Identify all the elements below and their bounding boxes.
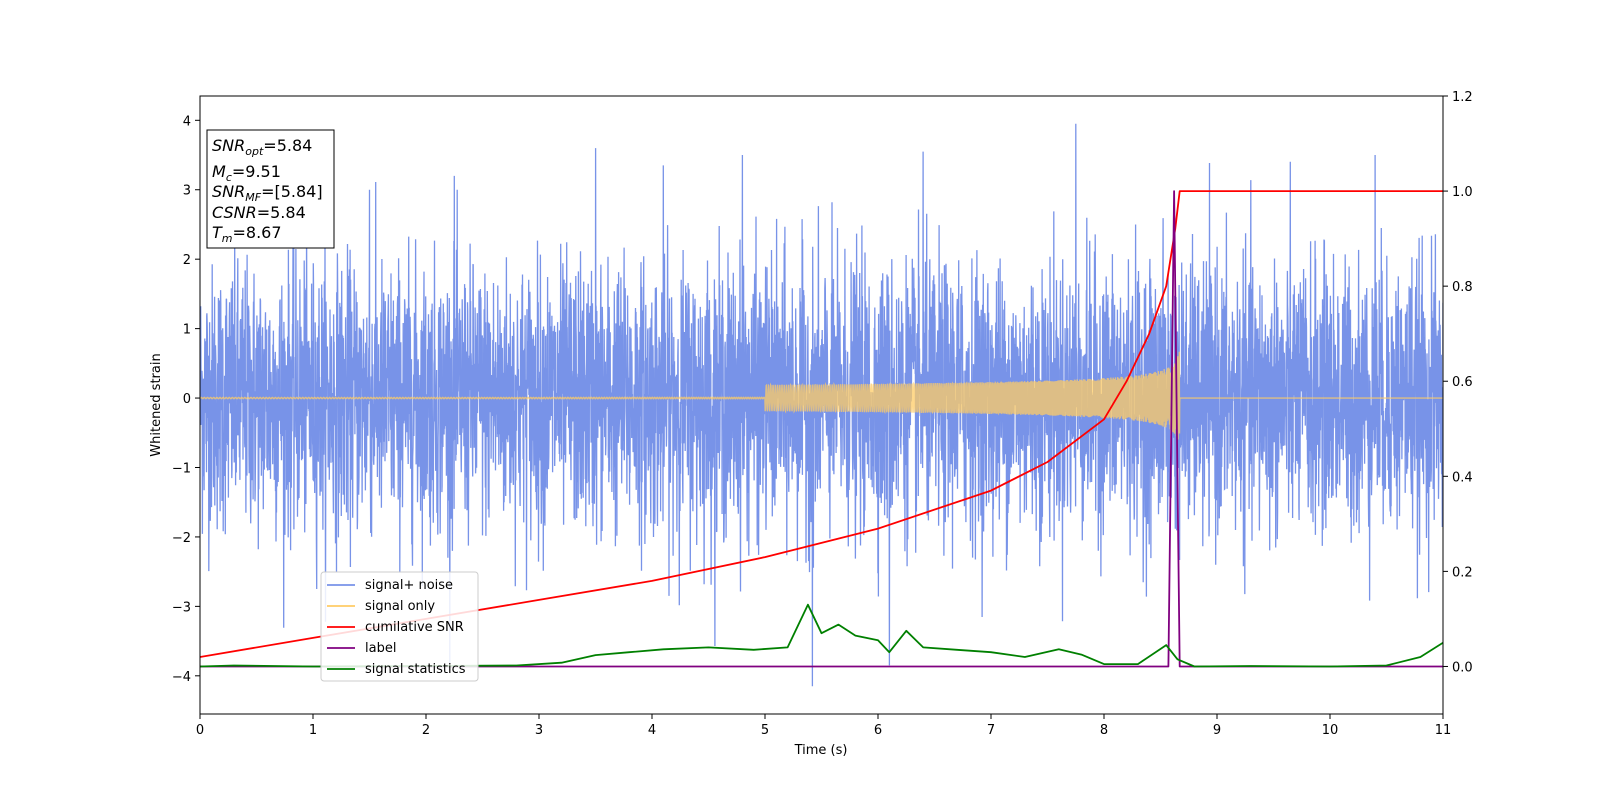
x-tick-label: 2 xyxy=(422,723,430,738)
x-tick-label: 3 xyxy=(535,723,543,738)
y-left-tick-label: 2 xyxy=(183,253,191,268)
x-tick-label: 10 xyxy=(1322,723,1339,738)
legend-label-signal-noise: signal+ noise xyxy=(365,578,453,593)
y-right-tick-label: 1.0 xyxy=(1452,185,1473,200)
legend-label-signal-statistics: signal statistics xyxy=(365,662,466,677)
plot-area xyxy=(200,123,1443,687)
x-tick-label: 11 xyxy=(1435,723,1452,738)
series-cumulative-snr-line xyxy=(200,190,1443,658)
y-axis-left: −4 −3 −2 −1 0 1 2 3 4 xyxy=(172,114,200,685)
legend-label-label: label xyxy=(365,641,396,656)
y-axis-label: Whitened strain xyxy=(149,353,164,456)
info-csnr: CSNR=5.84 xyxy=(212,203,306,222)
y-left-tick-label: −1 xyxy=(172,461,191,476)
series-signal-noise-line xyxy=(200,123,1443,687)
y-left-tick-label: 4 xyxy=(183,114,191,129)
series-signal-only xyxy=(200,351,1443,440)
y-right-tick-label: 0.6 xyxy=(1452,375,1473,390)
series-signal-statistics-line xyxy=(200,603,1443,668)
legend-label-signal-only: signal only xyxy=(365,599,435,614)
x-tick-label: 7 xyxy=(987,723,995,738)
x-tick-label: 8 xyxy=(1100,723,1108,738)
y-left-tick-label: 1 xyxy=(183,323,191,338)
series-signal-only-line xyxy=(200,351,1443,440)
x-tick-label: 1 xyxy=(309,723,317,738)
y-left-tick-label: −2 xyxy=(172,531,191,546)
y-left-tick-label: −3 xyxy=(172,600,191,615)
x-axis: 0 1 2 3 4 5 6 7 8 9 10 11 xyxy=(196,714,1451,738)
info-snr-mf: SNRMF=[5.84] xyxy=(212,182,323,204)
plot-frame xyxy=(199,95,1444,715)
x-tick-label: 4 xyxy=(648,723,656,738)
series-cumulative-snr xyxy=(200,190,1443,658)
x-tick-label: 9 xyxy=(1213,723,1221,738)
y-right-tick-label: 0.8 xyxy=(1452,280,1473,295)
x-tick-label: 6 xyxy=(874,723,882,738)
y-left-tick-label: −4 xyxy=(172,670,191,685)
info-snr-opt: SNRopt=5.84 xyxy=(212,136,312,158)
y-right-tick-label: 1.2 xyxy=(1452,90,1473,105)
y-left-tick-label: 3 xyxy=(183,184,191,199)
info-box: SNRopt=5.84 Mc=9.51 SNRMF=[5.84] CSNR=5.… xyxy=(206,129,335,249)
x-axis-label: Time (s) xyxy=(794,743,848,758)
y-left-tick-label: 0 xyxy=(183,392,191,407)
legend-label-cumulative-snr: cumilative SNR xyxy=(365,620,464,635)
series-signal-statistics xyxy=(200,603,1443,668)
x-tick-label: 5 xyxy=(761,723,769,738)
series-signal-noise xyxy=(200,123,1443,687)
y-right-tick-label: 0.0 xyxy=(1452,660,1473,675)
y-axis-right: 0.0 0.2 0.4 0.6 0.8 1.0 1.2 xyxy=(1443,90,1473,675)
x-tick-label: 0 xyxy=(196,723,204,738)
legend: signal+ noise signal only cumilative SNR… xyxy=(320,571,479,682)
y-right-tick-label: 0.4 xyxy=(1452,470,1473,485)
info-mc: Mc=9.51 xyxy=(212,162,281,184)
y-right-tick-label: 0.2 xyxy=(1452,565,1473,580)
info-tm: Tm=8.67 xyxy=(212,223,282,245)
